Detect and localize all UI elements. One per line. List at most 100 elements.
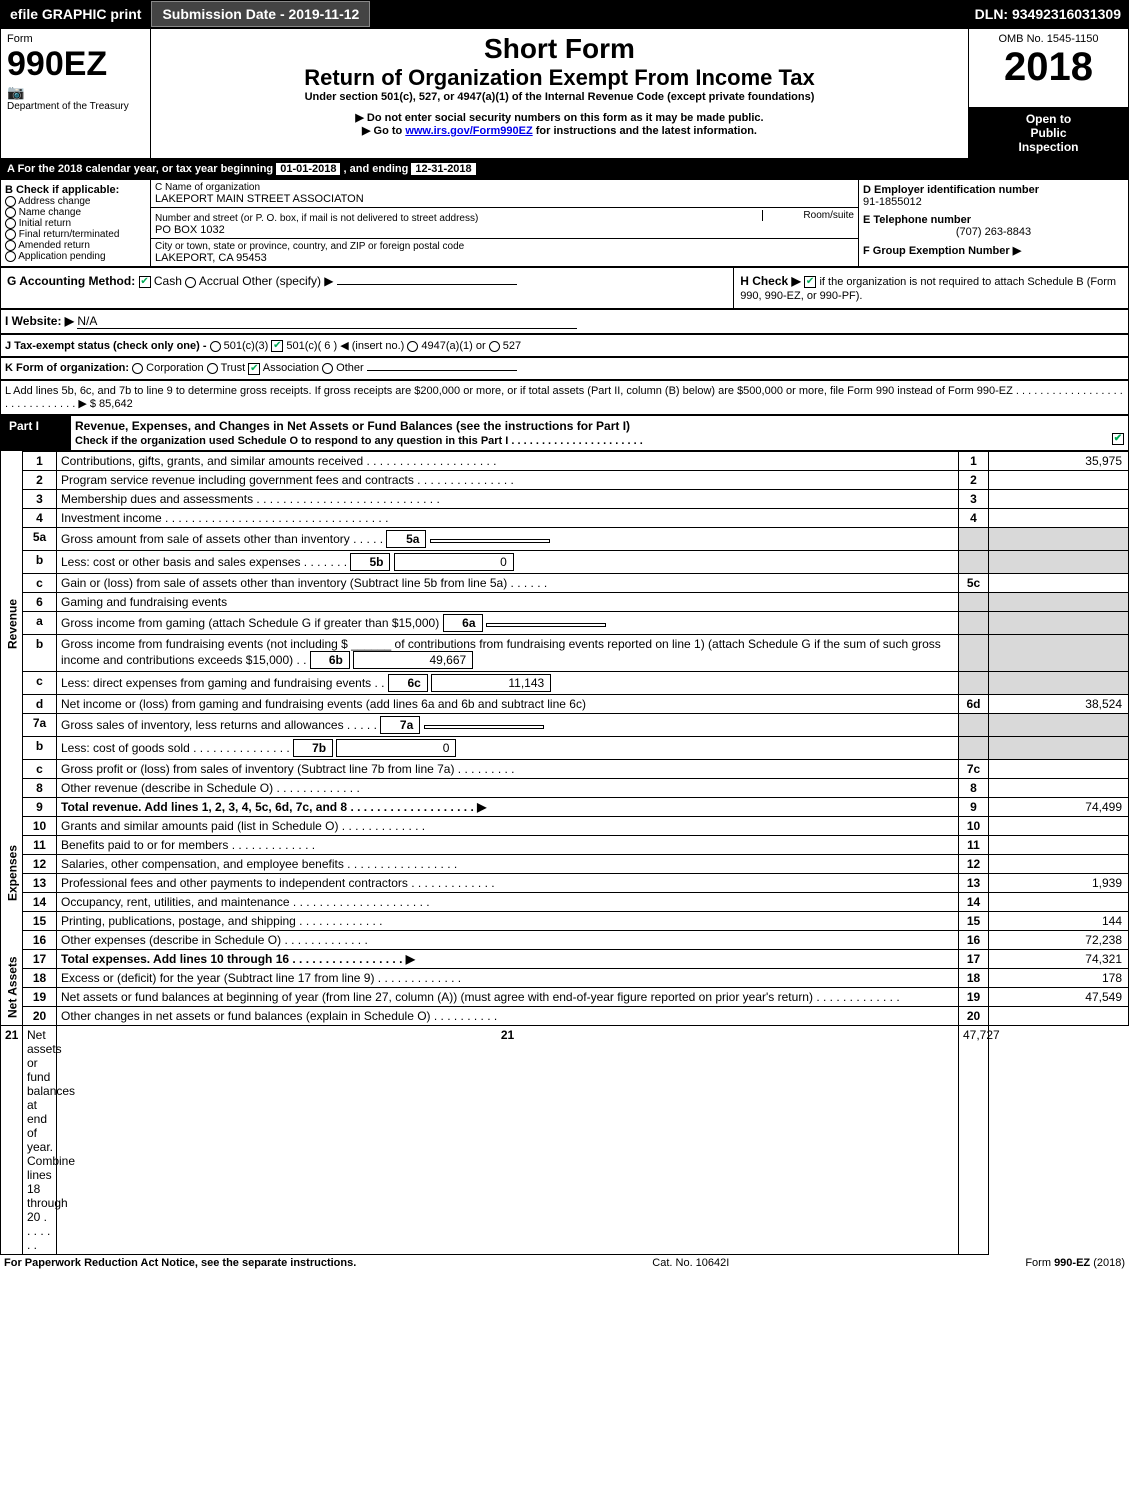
phone-label: E Telephone number bbox=[863, 214, 1124, 226]
line-number: 5a bbox=[23, 527, 57, 550]
shaded-cell bbox=[989, 671, 1129, 694]
line-description: Benefits paid to or for members . . . . … bbox=[57, 835, 959, 854]
line-number: c bbox=[23, 671, 57, 694]
line-row: Net Assets17Total expenses. Add lines 10… bbox=[1, 949, 1129, 968]
right-line-number: 3 bbox=[959, 489, 989, 508]
k-other-input[interactable] bbox=[367, 370, 517, 371]
col-b-radio[interactable] bbox=[5, 229, 16, 240]
j-501c3-radio[interactable] bbox=[210, 341, 221, 352]
other-specify-input[interactable] bbox=[337, 284, 517, 285]
inner-box-label: 6b bbox=[310, 651, 350, 669]
line-row: 16Other expenses (describe in Schedule O… bbox=[1, 930, 1129, 949]
line-number: 16 bbox=[23, 930, 57, 949]
right-line-number: 17 bbox=[959, 949, 989, 968]
right-line-number: 18 bbox=[959, 968, 989, 987]
go-to-prefix: ▶ Go to bbox=[362, 125, 405, 137]
amount-cell bbox=[989, 759, 1129, 778]
g-h-row: G Accounting Method: Cash Accrual Other … bbox=[0, 267, 1129, 309]
shaded-cell bbox=[989, 634, 1129, 671]
line-number: b bbox=[23, 736, 57, 759]
j-label: J Tax-exempt status (check only one) - bbox=[5, 340, 207, 352]
k-corp-radio[interactable] bbox=[132, 363, 143, 374]
col-b-radio[interactable] bbox=[5, 196, 16, 207]
line-row: 2Program service revenue including gover… bbox=[1, 470, 1129, 489]
right-line-number: 11 bbox=[959, 835, 989, 854]
form-number: 990EZ bbox=[7, 45, 144, 84]
line-number: 7a bbox=[23, 713, 57, 736]
period-mid: , and ending bbox=[344, 163, 412, 175]
col-b-header: B Check if applicable: bbox=[5, 184, 146, 196]
k-assoc-label: Association bbox=[263, 362, 319, 374]
k-trust-radio[interactable] bbox=[207, 363, 218, 374]
col-b-radio[interactable] bbox=[5, 207, 16, 218]
omb-label: OMB No. 1545-1150 bbox=[975, 33, 1122, 45]
cash-checkbox[interactable] bbox=[139, 276, 151, 288]
right-line-number: 20 bbox=[959, 1006, 989, 1025]
j-501c-checkbox[interactable] bbox=[271, 340, 283, 352]
right-line-number: 9 bbox=[959, 797, 989, 816]
shaded-cell bbox=[959, 550, 989, 573]
org-address: PO BOX 1032 bbox=[155, 224, 854, 236]
line-number: b bbox=[23, 634, 57, 671]
col-b-radio[interactable] bbox=[5, 218, 16, 229]
dept-label: Department of the Treasury bbox=[7, 101, 144, 112]
cash-label: Cash bbox=[154, 274, 182, 288]
form-word: Form bbox=[7, 33, 144, 45]
amount-cell bbox=[989, 573, 1129, 592]
j-4947-radio[interactable] bbox=[407, 341, 418, 352]
line-description: Gain or (loss) from sale of assets other… bbox=[57, 573, 959, 592]
line-number: 17 bbox=[23, 949, 57, 968]
shaded-cell bbox=[959, 713, 989, 736]
top-bar: efile GRAPHIC print Submission Date - 20… bbox=[0, 0, 1129, 28]
short-form-label: Short Form bbox=[157, 33, 962, 65]
line-number: d bbox=[23, 694, 57, 713]
part1-table: Revenue1Contributions, gifts, grants, an… bbox=[0, 451, 1129, 1255]
k-other-radio[interactable] bbox=[322, 363, 333, 374]
amount-cell: 74,499 bbox=[989, 797, 1129, 816]
warning-ssn: ▶ Do not enter social security numbers o… bbox=[157, 111, 962, 124]
section-side-label: Net Assets bbox=[1, 949, 23, 1025]
line-row: 19Net assets or fund balances at beginni… bbox=[1, 987, 1129, 1006]
other-specify-label: Other (specify) ▶ bbox=[242, 274, 333, 288]
col-b-item: Initial return bbox=[5, 218, 146, 229]
col-b-radio[interactable] bbox=[5, 251, 16, 262]
return-subtitle: Under section 501(c), 527, or 4947(a)(1)… bbox=[157, 91, 962, 103]
line-description: Membership dues and assessments . . . . … bbox=[57, 489, 959, 508]
j-501c3-label: 501(c)(3) bbox=[224, 340, 269, 352]
inner-box-value: 0 bbox=[394, 553, 514, 571]
shaded-cell bbox=[959, 634, 989, 671]
efile-print-label[interactable]: efile GRAPHIC print bbox=[0, 6, 151, 22]
shaded-cell bbox=[989, 736, 1129, 759]
amount-cell bbox=[989, 835, 1129, 854]
line-description: Net assets or fund balances at beginning… bbox=[57, 987, 959, 1006]
j-527-label: 527 bbox=[503, 340, 521, 352]
line-number: c bbox=[23, 759, 57, 778]
line-description: Program service revenue including govern… bbox=[57, 470, 959, 489]
shaded-cell bbox=[989, 713, 1129, 736]
line-description: Less: direct expenses from gaming and fu… bbox=[57, 671, 959, 694]
k-assoc-checkbox[interactable] bbox=[248, 363, 260, 375]
amount-cell bbox=[989, 816, 1129, 835]
instructions-link[interactable]: www.irs.gov/Form990EZ bbox=[405, 125, 532, 137]
ein-value: 91-1855012 bbox=[863, 196, 1124, 208]
amount-cell bbox=[989, 489, 1129, 508]
phone-value: (707) 263-8843 bbox=[863, 226, 1124, 238]
col-b-radio[interactable] bbox=[5, 240, 16, 251]
right-line-number: 16 bbox=[959, 930, 989, 949]
accrual-radio[interactable] bbox=[185, 277, 196, 288]
line-description: Less: cost of goods sold . . . . . . . .… bbox=[57, 736, 959, 759]
j-527-radio[interactable] bbox=[489, 341, 500, 352]
line-number: 12 bbox=[23, 854, 57, 873]
line-number: 6 bbox=[23, 592, 57, 611]
part1-schedule-o-checkbox[interactable] bbox=[1112, 433, 1124, 445]
line-row: 11Benefits paid to or for members . . . … bbox=[1, 835, 1129, 854]
h-checkbox[interactable] bbox=[804, 276, 816, 288]
line-row: 13Professional fees and other payments t… bbox=[1, 873, 1129, 892]
submission-date-button[interactable]: Submission Date - 2019-11-12 bbox=[151, 1, 370, 27]
public: Public bbox=[975, 126, 1122, 140]
right-line-number: 6d bbox=[959, 694, 989, 713]
line-description: Investment income . . . . . . . . . . . … bbox=[57, 508, 959, 527]
line-row: Expenses9Total revenue. Add lines 1, 2, … bbox=[1, 797, 1129, 816]
amount-cell: 72,238 bbox=[989, 930, 1129, 949]
shaded-cell bbox=[989, 527, 1129, 550]
